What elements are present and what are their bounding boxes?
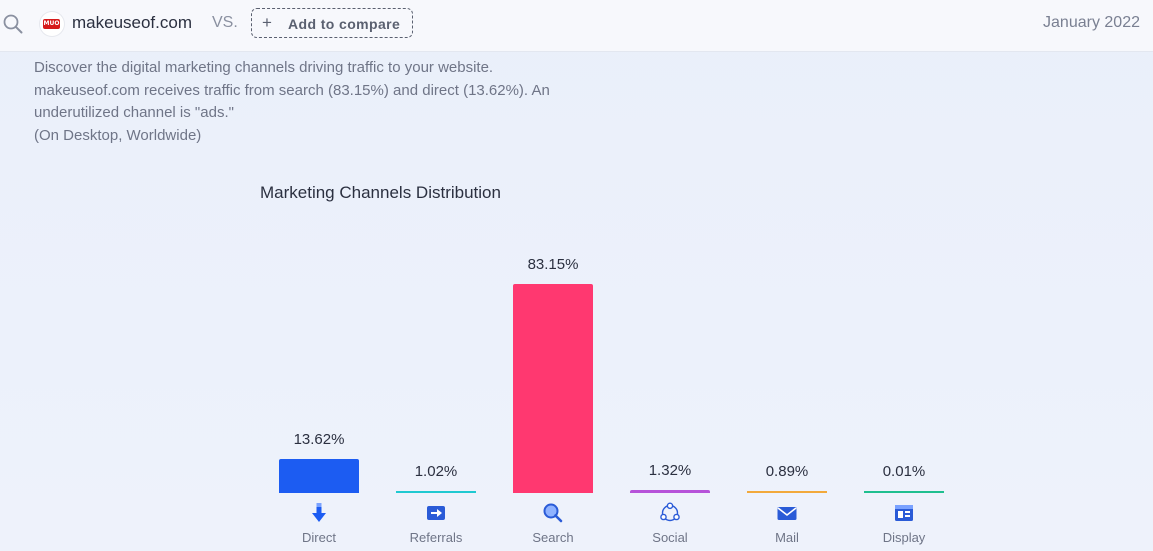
plus-icon: +	[262, 13, 272, 32]
description-scope: (On Desktop, Worldwide)	[34, 126, 202, 144]
channels-description: Discover the digital marketing channels …	[34, 57, 614, 147]
favicon-logo-text: MUO	[43, 19, 60, 29]
bar-mail[interactable]	[747, 491, 827, 493]
value-label-mail: 0.89%	[765, 463, 809, 480]
referral-arrow-icon	[425, 502, 447, 524]
site-favicon-icon: MUO	[40, 12, 64, 36]
vs-label: VS.	[212, 14, 238, 31]
display-ad-icon	[893, 502, 915, 524]
add-to-compare-label: Add to compare	[288, 16, 401, 32]
bar-direct[interactable]	[279, 458, 359, 493]
bar-social[interactable]	[630, 489, 710, 493]
description-line: makeuseof.com receives traffic from sear…	[34, 81, 550, 99]
value-label-search: 83.15%	[527, 256, 579, 273]
bar-referrals[interactable]	[396, 491, 476, 493]
arrow-down-icon	[308, 502, 330, 524]
date-selector[interactable]: January 2022	[1043, 14, 1140, 31]
value-label-social: 1.32%	[648, 461, 692, 479]
value-label-direct: 13.62%	[293, 430, 345, 448]
bar-display[interactable]	[864, 491, 944, 493]
description-line: underutilized channel is "ads."	[34, 104, 234, 121]
category-label-mail: Mail	[775, 530, 799, 545]
bar-search[interactable]	[513, 284, 593, 493]
category-label-social: Social	[652, 530, 688, 545]
site-header: MUO makeuseof.com VS. + Add to compare J…	[0, 0, 1153, 52]
description-line: Discover the digital marketing channels …	[34, 59, 494, 76]
envelope-icon	[776, 502, 798, 524]
category-label-direct: Direct	[302, 530, 336, 545]
category-label-search: Search	[532, 530, 574, 545]
search-icon[interactable]	[2, 13, 24, 35]
domain-name[interactable]: makeuseof.com	[72, 13, 192, 32]
chart-title: Marketing Channels Distribution	[260, 183, 501, 202]
category-label-referrals: Referrals	[409, 530, 463, 545]
social-network-icon	[659, 502, 681, 524]
magnifier-icon	[542, 502, 564, 524]
add-to-compare-button[interactable]: + Add to compare	[251, 8, 413, 38]
value-label-referrals: 1.02%	[414, 463, 458, 480]
category-label-display: Display	[882, 530, 926, 545]
value-label-display: 0.01%	[882, 463, 926, 480]
